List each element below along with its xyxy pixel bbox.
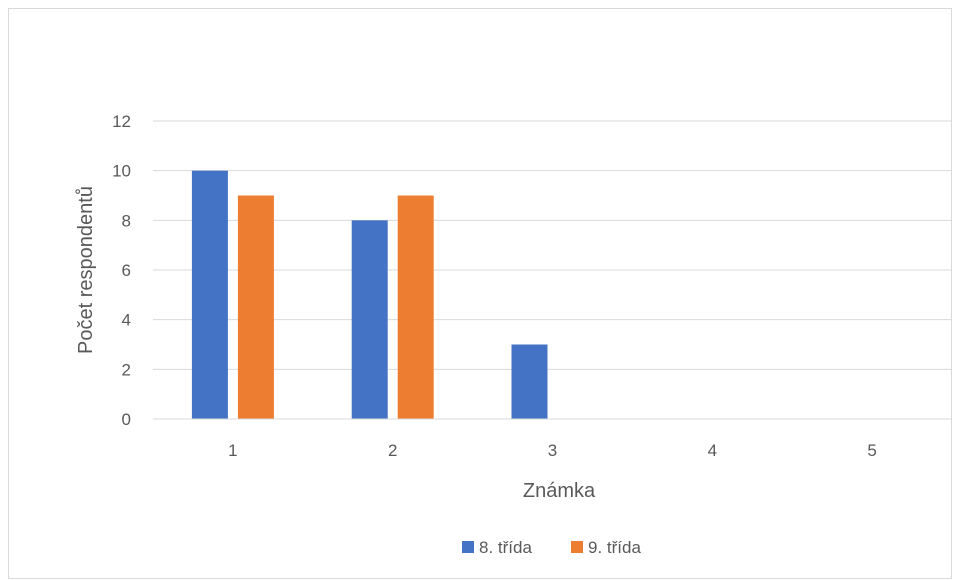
y-tick-label: 8 [122, 211, 131, 230]
bar [397, 195, 434, 419]
y-axis-ticks: 0 2 4 6 8 10 12 [112, 112, 131, 429]
bar [237, 195, 274, 419]
x-tick-label: 3 [548, 441, 557, 460]
x-tick-label: 1 [228, 441, 237, 460]
legend-label: 8. třída [479, 538, 532, 557]
y-tick-label: 10 [112, 162, 131, 181]
x-axis-title: Známka [523, 480, 596, 502]
legend-swatch [571, 541, 583, 553]
y-axis-title: Počet respondentů [75, 186, 97, 354]
x-tick-label: 5 [867, 441, 876, 460]
y-tick-label: 0 [122, 410, 131, 429]
bar [511, 344, 548, 419]
legend-swatch [462, 541, 474, 553]
legend-label: 9. třída [588, 538, 641, 557]
y-tick-label: 6 [122, 261, 131, 280]
bars [191, 170, 548, 419]
bar [351, 220, 388, 419]
y-tick-label: 12 [112, 112, 131, 131]
x-tick-label: 4 [708, 441, 717, 460]
gridlines [153, 120, 952, 370]
x-axis-ticks: 1 2 3 4 5 [228, 441, 877, 460]
legend: 8. třída 9. třída [462, 538, 641, 557]
chart-frame [8, 8, 952, 579]
bar [191, 170, 228, 419]
y-tick-label: 2 [122, 360, 131, 379]
x-tick-label: 2 [388, 441, 397, 460]
y-tick-label: 4 [122, 311, 131, 330]
